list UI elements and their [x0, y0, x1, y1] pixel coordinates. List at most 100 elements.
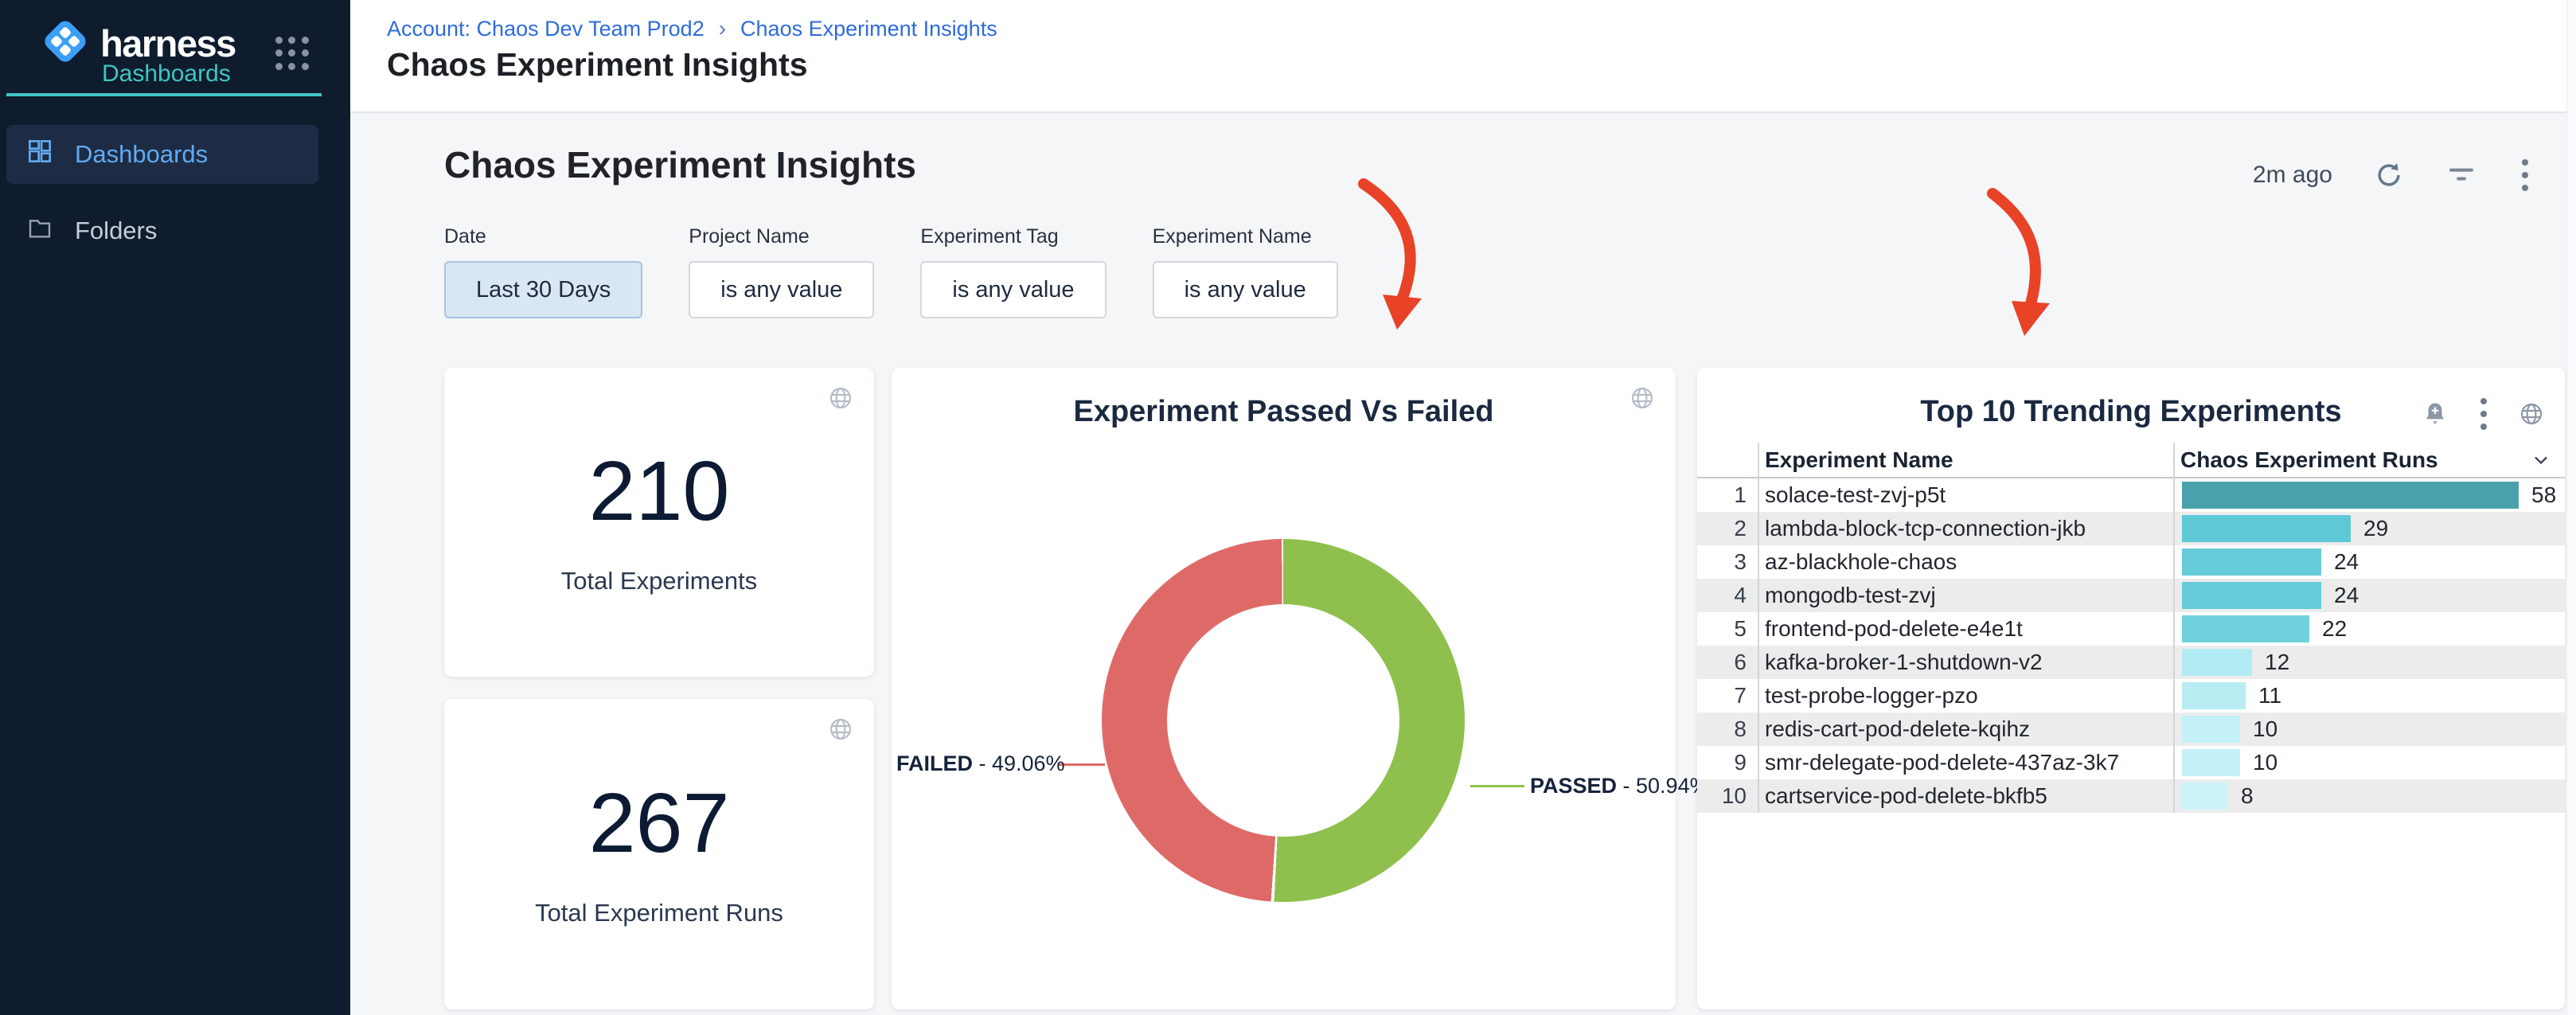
table-row[interactable]: 1 solace-test-zvj-p5t 58: [1697, 478, 2565, 512]
sidebar-item-folders[interactable]: Folders: [6, 201, 318, 260]
table-row[interactable]: 9 smr-delegate-pod-delete-437az-3k7 10: [1697, 746, 2565, 779]
alert-bell-plus-icon[interactable]: [2422, 400, 2449, 427]
row-experiment-name: smr-delegate-pod-delete-437az-3k7: [1765, 750, 2120, 775]
dashboards-icon: [27, 139, 53, 170]
row-rank: 8: [1734, 716, 1747, 741]
page-scrollbar[interactable]: [2566, 0, 2576, 1015]
row-runs-value: 24: [2334, 549, 2359, 574]
filter-experiment-tag: Experiment Tag is any value: [920, 225, 1107, 318]
row-runs-bar[interactable]: [2182, 649, 2252, 676]
row-runs-bar[interactable]: [2182, 783, 2228, 810]
table-row[interactable]: 4 mongodb-test-zvj 24: [1697, 579, 2565, 612]
row-runs-value: 12: [2265, 650, 2290, 674]
failed-callout-label: FAILED - 49.06%: [896, 751, 1065, 775]
module-label: Dashboards: [102, 61, 231, 87]
table-row[interactable]: 6 kafka-broker-1-shutdown-v2 12: [1697, 646, 2565, 679]
harness-logo-icon: [40, 16, 91, 71]
table-row[interactable]: 3 az-blackhole-chaos 24: [1697, 545, 2565, 579]
top10-table-title: Top 10 Trending Experiments: [1920, 395, 2342, 428]
globe-icon[interactable]: [2519, 401, 2544, 427]
table-row[interactable]: 10 cartservice-pod-delete-bkfb5 8: [1697, 779, 2565, 813]
filter-project-name: Project Name is any value: [689, 225, 875, 318]
total-experiments-value: 210: [588, 444, 730, 538]
row-experiment-name: test-probe-logger-pzo: [1765, 683, 1978, 708]
column-sort-chevron-down-icon[interactable]: [2530, 449, 2552, 475]
module-switcher-icon[interactable]: [275, 37, 309, 70]
total-experiments-card: 210 Total Experiments: [444, 368, 874, 677]
row-runs-value: 8: [2241, 783, 2254, 808]
sidebar: harness Dashboards Dashboards: [0, 0, 350, 1015]
filter-bar: Date Last 30 Days Project Name is any va…: [444, 225, 1338, 318]
filter-experiment-name-value[interactable]: is any value: [1152, 261, 1338, 318]
passed-callout-label: PASSED - 50.94%: [1530, 774, 1709, 798]
row-runs-bar[interactable]: [2182, 716, 2240, 743]
total-experiment-runs-card: 267 Total Experiment Runs: [444, 699, 874, 1009]
filter-label: Experiment Name: [1152, 225, 1312, 248]
row-runs-bar[interactable]: [2182, 582, 2321, 609]
sidebar-item-dashboards[interactable]: Dashboards: [6, 125, 318, 184]
annotation-arrowhead-donut: [1383, 295, 1422, 330]
filter-project-name-value[interactable]: is any value: [689, 261, 875, 318]
globe-icon[interactable]: [828, 385, 853, 415]
dashboard-kebab-menu-icon[interactable]: [2519, 156, 2531, 194]
filter-experiment-name: Experiment Name is any value: [1152, 225, 1338, 318]
row-experiment-name: mongodb-test-zvj: [1765, 583, 1936, 607]
row-runs-value: 10: [2253, 750, 2278, 775]
row-runs-value: 58: [2531, 482, 2557, 507]
row-runs-value: 11: [2258, 683, 2282, 708]
row-runs-bar[interactable]: [2182, 515, 2351, 542]
breadcrumb-account-link[interactable]: Account: Chaos Dev Team Prod2: [387, 16, 704, 41]
filter-date-value[interactable]: Last 30 Days: [444, 261, 643, 318]
filter-date: Date Last 30 Days: [444, 225, 643, 318]
row-experiment-name: az-blackhole-chaos: [1765, 549, 1957, 574]
filter-icon[interactable]: [2445, 159, 2477, 191]
table-row[interactable]: 5 frontend-pod-delete-e4e1t 22: [1697, 612, 2565, 646]
top-header-bar: Account: Chaos Dev Team Prod2 › Chaos Ex…: [350, 0, 2576, 113]
row-rank: 4: [1734, 583, 1747, 607]
donut-chart[interactable]: [1102, 539, 1465, 902]
sidebar-item-label: Folders: [75, 217, 158, 244]
row-runs-value: 22: [2322, 616, 2348, 641]
row-runs-value: 29: [2363, 516, 2389, 541]
failed-callout-line: [1059, 763, 1105, 766]
globe-icon[interactable]: [1630, 385, 1655, 415]
breadcrumb: Account: Chaos Dev Team Prod2 › Chaos Ex…: [387, 16, 997, 41]
total-experiment-runs-value: 267: [588, 776, 730, 870]
row-runs-bar[interactable]: [2182, 749, 2240, 776]
table-row[interactable]: 2 lambda-block-tcp-connection-jkb 29: [1697, 512, 2565, 545]
total-experiments-label: Total Experiments: [560, 567, 758, 595]
refresh-icon[interactable]: [2374, 160, 2404, 190]
top10-trending-panel: Top 10 Trending Experiments Experiment N…: [1697, 368, 2565, 1009]
total-experiment-runs-label: Total Experiment Runs: [535, 899, 783, 927]
row-rank: 10: [1721, 783, 1747, 808]
table-row[interactable]: 8 redis-cart-pod-delete-kqihz 10: [1697, 712, 2565, 746]
row-runs-bar[interactable]: [2182, 548, 2321, 576]
tile-kebab-menu-icon[interactable]: [2477, 395, 2490, 433]
filter-label: Project Name: [689, 225, 810, 248]
harness-logo[interactable]: harness: [40, 16, 236, 71]
donut-chart-title: Experiment Passed Vs Failed: [1073, 395, 1494, 428]
globe-icon[interactable]: [828, 716, 853, 746]
row-runs-bar[interactable]: [2182, 682, 2246, 709]
row-runs-value: 24: [2334, 583, 2359, 607]
breadcrumb-current-link[interactable]: Chaos Experiment Insights: [740, 16, 997, 41]
column-header-chaos-experiment-runs[interactable]: Chaos Experiment Runs: [2180, 447, 2438, 472]
annotation-arrowhead-table: [2012, 301, 2050, 336]
folder-icon: [27, 215, 53, 247]
column-divider: [1758, 443, 1759, 813]
column-header-experiment-name[interactable]: Experiment Name: [1765, 447, 1953, 472]
row-runs-bar[interactable]: [2182, 615, 2309, 642]
row-rank: 3: [1734, 549, 1747, 574]
last-refresh-text: 2m ago: [2252, 162, 2332, 188]
sidebar-item-label: Dashboards: [75, 140, 209, 168]
table-row[interactable]: 7 test-probe-logger-pzo 11: [1697, 679, 2565, 712]
table-rows: 1 solace-test-zvj-p5t 58 2 lambda-block-…: [1697, 478, 2565, 813]
brand-text: harness: [100, 22, 236, 64]
breadcrumb-separator-icon: ›: [718, 16, 727, 41]
table-header-divider: [1697, 477, 2565, 478]
row-runs-bar[interactable]: [2182, 482, 2519, 509]
filter-experiment-tag-value[interactable]: is any value: [920, 261, 1107, 318]
annotation-arrow-donut: [1358, 178, 1416, 305]
column-divider: [2173, 443, 2175, 813]
